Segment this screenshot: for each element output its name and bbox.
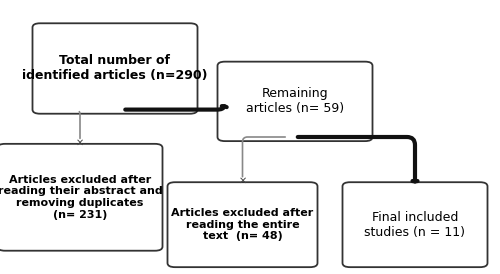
Text: Final included
studies (n = 11): Final included studies (n = 11)	[364, 211, 466, 239]
FancyBboxPatch shape	[0, 144, 162, 251]
FancyBboxPatch shape	[168, 182, 318, 267]
FancyBboxPatch shape	[32, 23, 198, 114]
Text: Total number of
identified articles (n=290): Total number of identified articles (n=2…	[22, 55, 208, 82]
FancyBboxPatch shape	[342, 182, 488, 267]
Text: ✕: ✕	[76, 138, 84, 147]
Text: ✕: ✕	[238, 176, 246, 186]
Text: Remaining
articles (n= 59): Remaining articles (n= 59)	[246, 87, 344, 115]
Text: Articles excluded after
reading their abstract and
removing duplicates
(n= 231): Articles excluded after reading their ab…	[0, 175, 162, 220]
Text: Articles excluded after
reading the entire
text  (n= 48): Articles excluded after reading the enti…	[172, 208, 314, 241]
FancyBboxPatch shape	[218, 62, 372, 141]
